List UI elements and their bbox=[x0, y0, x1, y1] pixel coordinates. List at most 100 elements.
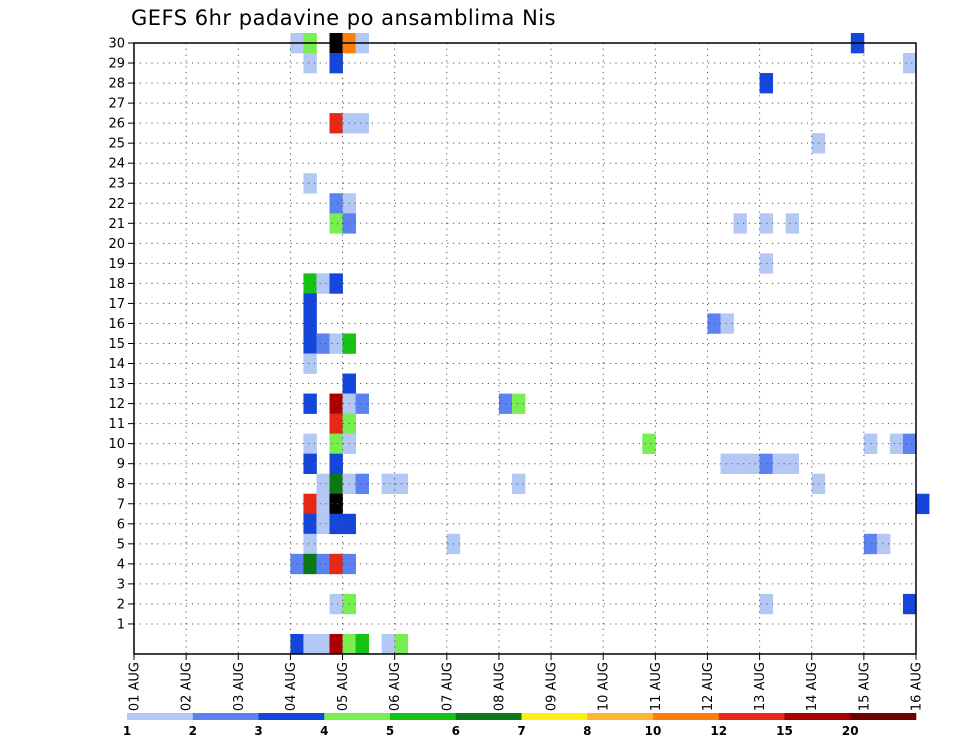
colorbar-swatch bbox=[587, 713, 654, 720]
heatmap-cell bbox=[902, 53, 917, 74]
colorbar-label: 12 bbox=[710, 724, 727, 738]
axis-layer: 1234567891011121314151617181920212223242… bbox=[108, 37, 924, 712]
y-tick-label: 21 bbox=[108, 217, 125, 232]
heatmap-cell bbox=[329, 553, 343, 575]
x-tick-label: 15 AUG bbox=[857, 662, 872, 711]
heatmap-cell bbox=[329, 113, 343, 134]
y-tick-label: 19 bbox=[108, 257, 125, 272]
y-tick-label: 29 bbox=[108, 57, 125, 72]
colorbar-swatch bbox=[718, 713, 785, 720]
heatmap-cell bbox=[329, 393, 343, 414]
colorbar-swatch bbox=[521, 713, 588, 720]
x-tick-label: 14 AUG bbox=[805, 662, 820, 711]
colorbar-label: 7 bbox=[517, 724, 525, 738]
y-tick-label: 6 bbox=[117, 517, 125, 532]
heatmap-cell bbox=[303, 533, 317, 555]
y-tick-label: 9 bbox=[117, 457, 125, 472]
heatmap-cell bbox=[303, 53, 317, 74]
heatmap-cell bbox=[863, 433, 878, 454]
x-tick-label: 04 AUG bbox=[284, 662, 299, 711]
heatmap-cell bbox=[733, 213, 747, 234]
x-tick-label: 01 AUG bbox=[128, 662, 143, 711]
y-tick-label: 22 bbox=[108, 197, 125, 212]
heatmap-cell bbox=[916, 493, 930, 515]
heatmap-cell bbox=[720, 313, 734, 334]
heatmap-cell bbox=[316, 493, 330, 515]
x-tick-label: 08 AUG bbox=[492, 662, 507, 711]
x-tick-label: 05 AUG bbox=[336, 662, 351, 711]
colorbar-swatch bbox=[784, 713, 851, 720]
x-tick-label: 11 AUG bbox=[649, 662, 664, 711]
y-tick-label: 4 bbox=[117, 557, 125, 572]
heatmap-cell bbox=[303, 173, 317, 194]
colorbar-swatch bbox=[390, 713, 457, 720]
heatmap-cell bbox=[342, 633, 356, 655]
chart-title: GEFS 6hr padavine po ansamblima Nis bbox=[131, 6, 557, 30]
colorbar-label: 8 bbox=[583, 724, 591, 738]
x-tick-label: 16 AUG bbox=[910, 662, 925, 711]
heatmap-cell bbox=[355, 393, 369, 414]
heatmap-cell bbox=[316, 473, 330, 495]
heatmap-cell bbox=[785, 213, 800, 234]
y-tick-label: 2 bbox=[117, 597, 125, 612]
heatmap-cell bbox=[303, 513, 317, 535]
heatmap-cell bbox=[329, 193, 343, 214]
x-tick-label: 03 AUG bbox=[232, 662, 247, 711]
y-tick-label: 16 bbox=[108, 317, 125, 332]
heatmap-cell bbox=[642, 433, 656, 454]
heatmap-cell bbox=[329, 453, 343, 474]
y-tick-label: 15 bbox=[108, 337, 125, 352]
colorbar-label: 10 bbox=[645, 724, 662, 738]
heatmap-cell bbox=[329, 473, 343, 495]
heatmap-cell bbox=[316, 513, 330, 535]
heatmap-cell bbox=[902, 433, 917, 454]
heatmap-cell bbox=[329, 513, 343, 535]
y-tick-label: 24 bbox=[108, 157, 125, 172]
heatmap-cell bbox=[303, 273, 317, 294]
heatmap-cell bbox=[329, 273, 343, 294]
heatmap-cell bbox=[303, 433, 317, 454]
colorbar-label: 6 bbox=[452, 724, 460, 738]
heatmap-cell bbox=[290, 633, 304, 655]
heatmap-cell bbox=[889, 433, 904, 454]
y-tick-label: 5 bbox=[117, 537, 125, 552]
x-tick-label: 10 AUG bbox=[597, 662, 612, 711]
y-tick-label: 12 bbox=[108, 397, 125, 412]
x-tick-label: 12 AUG bbox=[701, 662, 716, 711]
heatmap-cell bbox=[329, 633, 343, 655]
heatmap-cell bbox=[329, 593, 343, 615]
heatmap-cell bbox=[316, 553, 330, 575]
x-tick-label: 13 AUG bbox=[753, 662, 768, 711]
x-tick-label: 02 AUG bbox=[180, 662, 195, 711]
heatmap-cell bbox=[303, 313, 317, 334]
heatmap-cell bbox=[329, 413, 343, 434]
plot-frame bbox=[133, 42, 917, 655]
grid-layer bbox=[134, 43, 916, 654]
colorbar-label: 2 bbox=[189, 724, 197, 738]
y-tick-label: 8 bbox=[117, 477, 125, 492]
heatmap-cell bbox=[303, 493, 317, 515]
heatmap-cell bbox=[316, 333, 330, 354]
colorbar-label: 1 bbox=[123, 724, 131, 738]
heatmap-cell bbox=[863, 533, 878, 555]
heatmap-cell bbox=[303, 333, 317, 354]
y-tick-label: 26 bbox=[108, 117, 125, 132]
heatmap-cell bbox=[902, 593, 917, 615]
heatmap-cell bbox=[746, 453, 760, 474]
colorbar-label: 15 bbox=[776, 724, 793, 738]
heatmap-cell bbox=[316, 633, 330, 655]
colorbar-swatch bbox=[258, 713, 325, 720]
y-tick-label: 27 bbox=[108, 97, 125, 112]
heatmap-cell bbox=[720, 453, 734, 474]
y-tick-label: 28 bbox=[108, 77, 125, 92]
heatmap-cell bbox=[876, 533, 891, 555]
colorbar-swatch bbox=[850, 713, 917, 720]
heatmap-cell bbox=[772, 453, 787, 474]
heatmap-cell bbox=[511, 393, 526, 414]
heatmap-cell bbox=[303, 353, 317, 374]
y-tick-label: 30 bbox=[108, 37, 125, 52]
heatmap-cell bbox=[303, 453, 317, 474]
x-tick-label: 09 AUG bbox=[545, 662, 560, 711]
y-tick-label: 11 bbox=[108, 417, 125, 432]
y-tick-label: 7 bbox=[117, 497, 125, 512]
